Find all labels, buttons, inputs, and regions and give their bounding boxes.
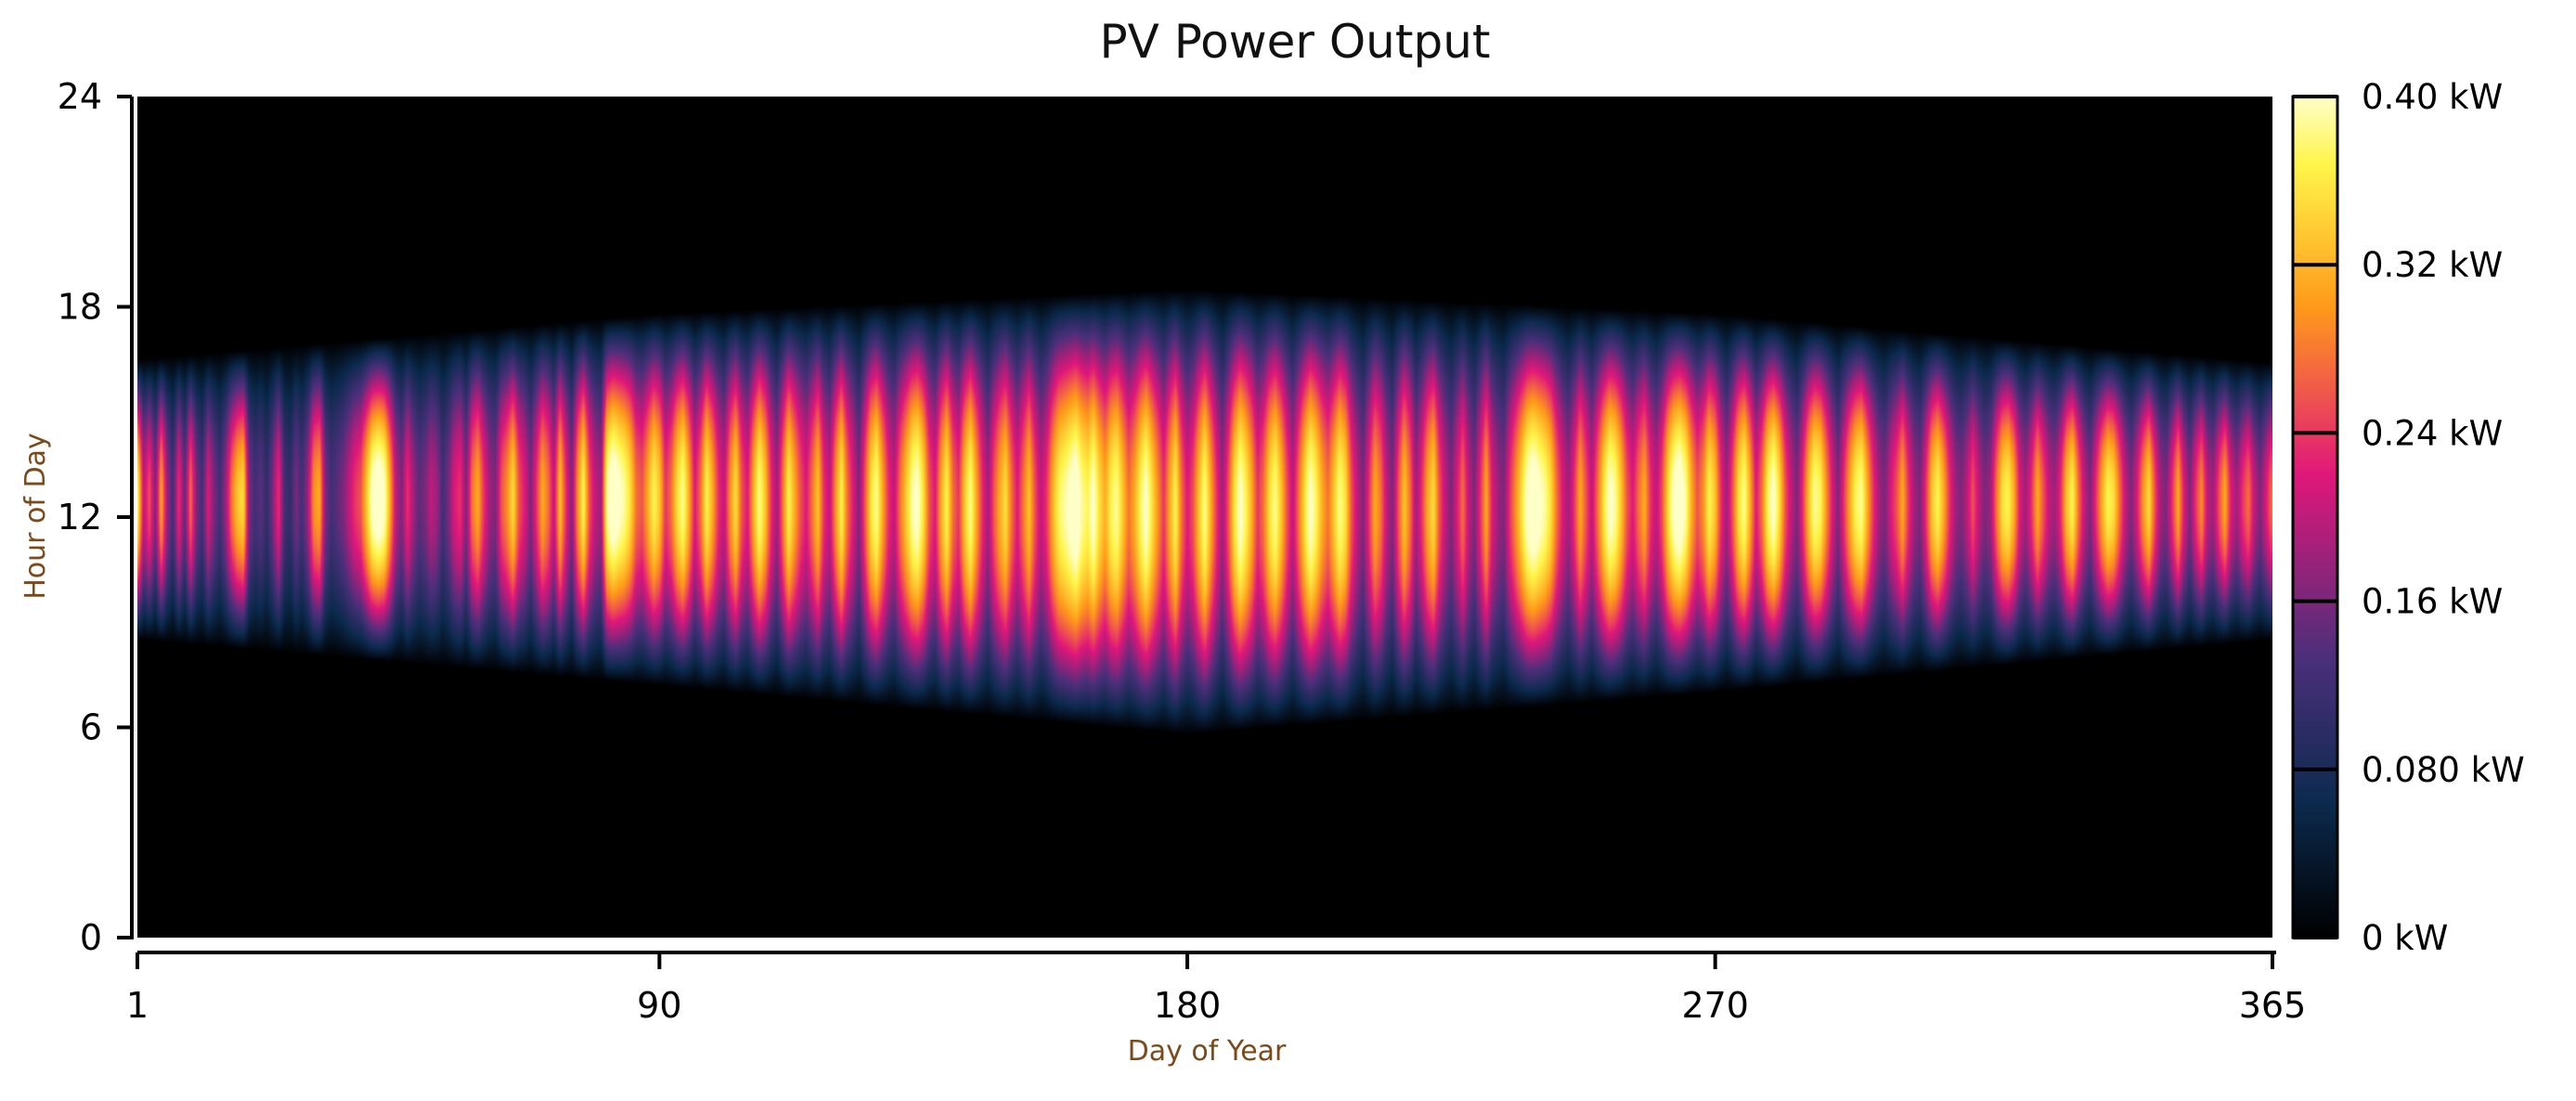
- x-axis-label: Day of Year: [1128, 1035, 1287, 1068]
- y-tick-label: 6: [80, 707, 102, 748]
- colorbar: [2291, 95, 2339, 939]
- y-axis-label: Hour of Day: [19, 433, 52, 600]
- x-tick-label: 270: [1681, 985, 1749, 1026]
- colorbar-tick-label: 0.32 kW: [2362, 245, 2503, 285]
- x-tick-label: 365: [2239, 985, 2307, 1026]
- y-tick-label: 18: [58, 287, 102, 328]
- x-axis-ticks: 1 90 180 270 365: [126, 952, 2306, 1026]
- colorbar-tick-label: 0.16 kW: [2362, 582, 2503, 622]
- heatmap-raster: [137, 97, 2272, 938]
- heatmap-raster-wrapper: [137, 97, 2272, 938]
- y-tick-label: 24: [58, 76, 102, 117]
- colorbar-ticks: 0 kW 0.080 kW 0.16 kW 0.24 kW 0.32 kW 0.40 kW: [2293, 77, 2525, 958]
- x-tick-label: 90: [637, 985, 681, 1026]
- y-axis-ticks: 0 6 12 18 24: [58, 76, 132, 958]
- x-tick-label: 180: [1154, 985, 1222, 1026]
- x-tick-label: 1: [126, 985, 149, 1026]
- y-tick-label: 0: [80, 917, 102, 958]
- chart-title: PV Power Output: [1100, 15, 1491, 69]
- colorbar-tick-label: 0 kW: [2362, 918, 2448, 958]
- colorbar-tick-label: 0.40 kW: [2362, 77, 2503, 117]
- colorbar-tick-label: 0.24 kW: [2362, 413, 2503, 453]
- colorbar-tick-label: 0.080 kW: [2362, 750, 2525, 790]
- y-tick-label: 12: [58, 497, 102, 538]
